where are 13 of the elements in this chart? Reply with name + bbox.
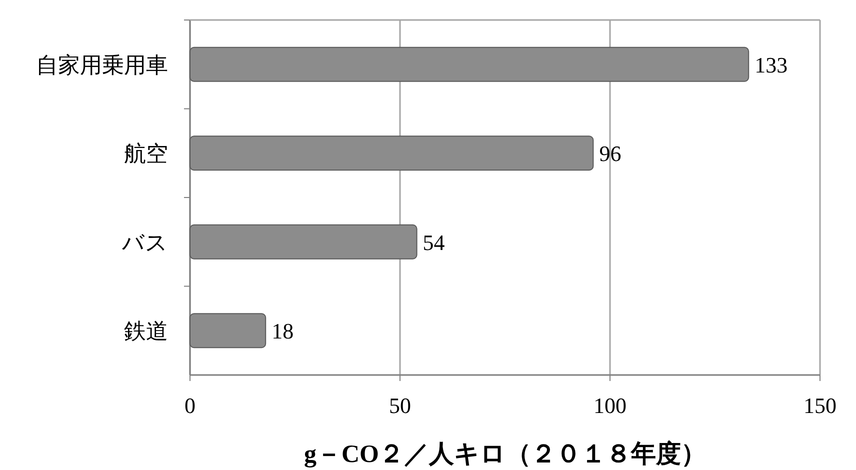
data-label: 96 (599, 141, 622, 166)
x-tick-label: 50 (389, 393, 411, 418)
data-label: 133 (754, 52, 788, 78)
y-tick-label: 鉄道 (124, 318, 168, 344)
y-tick-label: バス (121, 230, 168, 255)
x-tick-label: 100 (594, 393, 626, 418)
data-label: 54 (422, 230, 445, 255)
y-tick-label: 航空 (124, 141, 168, 166)
x-axis-title: g－CO２／人キロ（２０１８年度） (304, 440, 706, 468)
data-label: 18 (272, 318, 294, 344)
x-tick-label: 150 (804, 393, 836, 418)
y-tick-label: 自家用乗用車 (36, 52, 168, 78)
x-tick-label: 0 (184, 393, 196, 418)
